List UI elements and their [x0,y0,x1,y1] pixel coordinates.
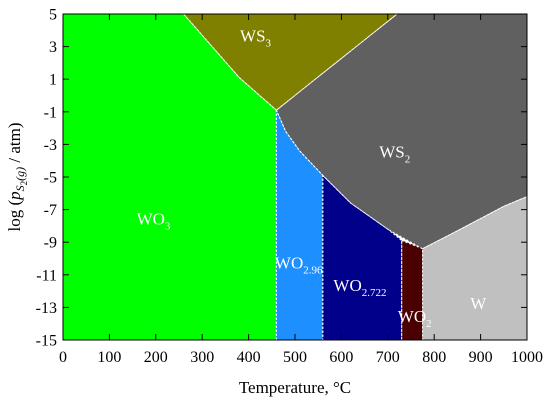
x-tick-label: 200 [144,349,168,366]
y-axis-title-suffix: / atm) [5,122,24,166]
region-label-wo2: WO2 [398,307,432,330]
y-axis-title: log (pS2(g) / atm) [5,122,29,231]
x-tick-label: 800 [422,349,446,366]
x-tick-label: 100 [97,349,121,366]
region-label-wo2-96: WO2.96 [275,253,323,276]
x-tick-label: 0 [59,349,67,366]
region-label-wo2-722: WO2.722 [333,276,386,299]
x-tick-label: 600 [329,349,353,366]
region-label-ws3: WS3 [240,27,272,50]
x-axis: 0 100 200 300 400 500 600 700 800 900 1000 [59,14,543,366]
x-tick-label: 500 [283,349,307,366]
y-tick-label: 1 [49,72,57,89]
y-tick-label: -15 [36,333,57,350]
x-axis-title: Temperature, °C [239,378,351,397]
region-label-ws2: WS2 [379,142,410,165]
region-label-wo3: WO3 [137,209,171,232]
y-tick-label: -1 [44,104,57,121]
x-tick-label: 1000 [511,349,543,366]
y-tick-label: 3 [49,39,57,56]
regions-layer [62,13,528,341]
y-tick-label: -5 [44,170,57,187]
y-axis-title-subsub: 2 [19,181,29,186]
y-tick-label: -13 [36,300,57,317]
y-tick-label: -3 [44,137,57,154]
region-label-w: W [470,294,487,313]
x-tick-label: 300 [190,349,214,366]
y-tick-label: -11 [36,267,57,284]
y-axis: 5 3 1 -1 -3 -5 -7 -9 -11 -13 -15 [36,7,527,350]
y-axis-title-sub: S [13,185,27,191]
y-axis-title-subsub-tail: (g) [13,167,27,181]
y-tick-label: -9 [44,235,57,252]
boundary-ws3 [182,13,399,111]
x-tick-label: 700 [376,349,400,366]
y-axis-title-variable: p [5,191,24,201]
y-tick-label: -7 [44,202,57,219]
y-axis-title-prefix: log ( [5,200,24,232]
x-tick-label: 900 [469,349,493,366]
region-labels-layer: WO3 WS3 WS2 WO2.96 WO2.722 WO2 W [137,27,488,330]
y-tick-label: 5 [49,7,57,24]
x-tick-label: 400 [237,349,261,366]
